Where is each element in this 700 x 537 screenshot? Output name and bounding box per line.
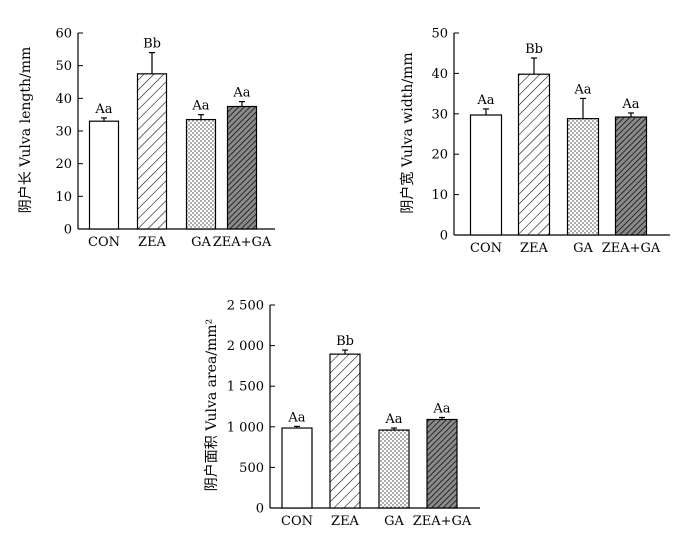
x-category-label: CON	[470, 241, 502, 256]
y-tick-label: 40	[55, 92, 72, 107]
x-category-label: ZEA	[520, 241, 549, 256]
y-tick-label: 500	[239, 461, 264, 476]
x-category-label: GA	[573, 241, 593, 256]
bar-ga	[566, 118, 600, 236]
bar-zea-ga	[426, 418, 458, 509]
significance-label: Bb	[336, 334, 354, 349]
x-category-label: CON	[281, 514, 313, 529]
significance-label: Aa	[287, 410, 305, 425]
significance-label: Aa	[232, 86, 250, 101]
bar-zea	[329, 353, 361, 509]
x-category-label: ZEA+GA	[213, 235, 272, 250]
y-tick-label: 2 000	[227, 339, 264, 354]
x-category-label: ZEA	[138, 235, 167, 250]
y-axis-title: 阴户宽 Vulva width/mm	[399, 52, 416, 213]
y-tick-label: 60	[55, 27, 72, 42]
y-axis-title: 阴户长 Vulva length/mm	[17, 47, 34, 214]
y-tick-label: 1 500	[227, 380, 264, 395]
vulva-area-chart: 0 500 1 000 1 500 2 000 2 500 Aa CON Bb ZEA Aa GA Aa…	[203, 299, 480, 529]
significance-label: Aa	[621, 97, 639, 112]
y-tick-label: 30	[431, 107, 448, 122]
bar-con	[281, 427, 313, 509]
y-axis-title: 阴户面积 Vulva area/mm²	[203, 319, 220, 491]
x-category-label: ZEA+GA	[602, 241, 661, 256]
significance-label: Aa	[384, 412, 402, 427]
significance-label: Aa	[432, 401, 450, 416]
x-category-label: GA	[191, 235, 211, 250]
y-tick-label: 2 500	[227, 299, 264, 314]
vulva-width-chart: 0 10 20 30 40 50 Aa CON Bb ZEA Aa GA Aa ZEA+GA 阴户宽 Vul…	[399, 27, 670, 256]
y-tick-label: 50	[431, 27, 448, 42]
bar-zea-ga	[614, 116, 648, 236]
significance-label: Aa	[476, 93, 494, 108]
x-category-label: GA	[384, 514, 404, 529]
x-category-label: ZEA+GA	[413, 514, 472, 529]
y-tick-label: 30	[55, 125, 72, 140]
y-tick-label: 10	[431, 188, 448, 203]
significance-label: Aa	[94, 102, 112, 117]
bar-con	[469, 114, 503, 236]
bar-ga	[378, 429, 410, 509]
y-tick-label: 0	[256, 502, 264, 517]
vulva-length-chart: 0 10 20 30 40 50 60 Aa CON Bb ZEA Aa GA Aa ZEA+GA 阴户长 V…	[17, 27, 275, 250]
y-tick-label: 0	[64, 223, 72, 238]
y-tick-label: 1 000	[227, 420, 264, 435]
y-tick-label: 20	[55, 157, 72, 172]
x-category-label: ZEA	[331, 514, 360, 529]
y-tick-label: 10	[55, 190, 72, 205]
significance-label: Bb	[143, 37, 161, 52]
y-tick-label: 40	[431, 67, 448, 82]
y-tick-label: 0	[440, 229, 448, 244]
bar-ga	[185, 118, 217, 230]
bar-con	[88, 120, 120, 230]
bar-zea	[517, 73, 551, 236]
significance-label: Aa	[191, 99, 209, 114]
x-category-label: CON	[88, 235, 120, 250]
significance-label: Bb	[525, 42, 543, 57]
significance-label: Aa	[573, 82, 591, 97]
y-tick-label: 50	[55, 59, 72, 74]
y-tick-label: 20	[431, 148, 448, 163]
bar-zea	[136, 73, 168, 230]
bar-zea-ga	[226, 105, 258, 230]
